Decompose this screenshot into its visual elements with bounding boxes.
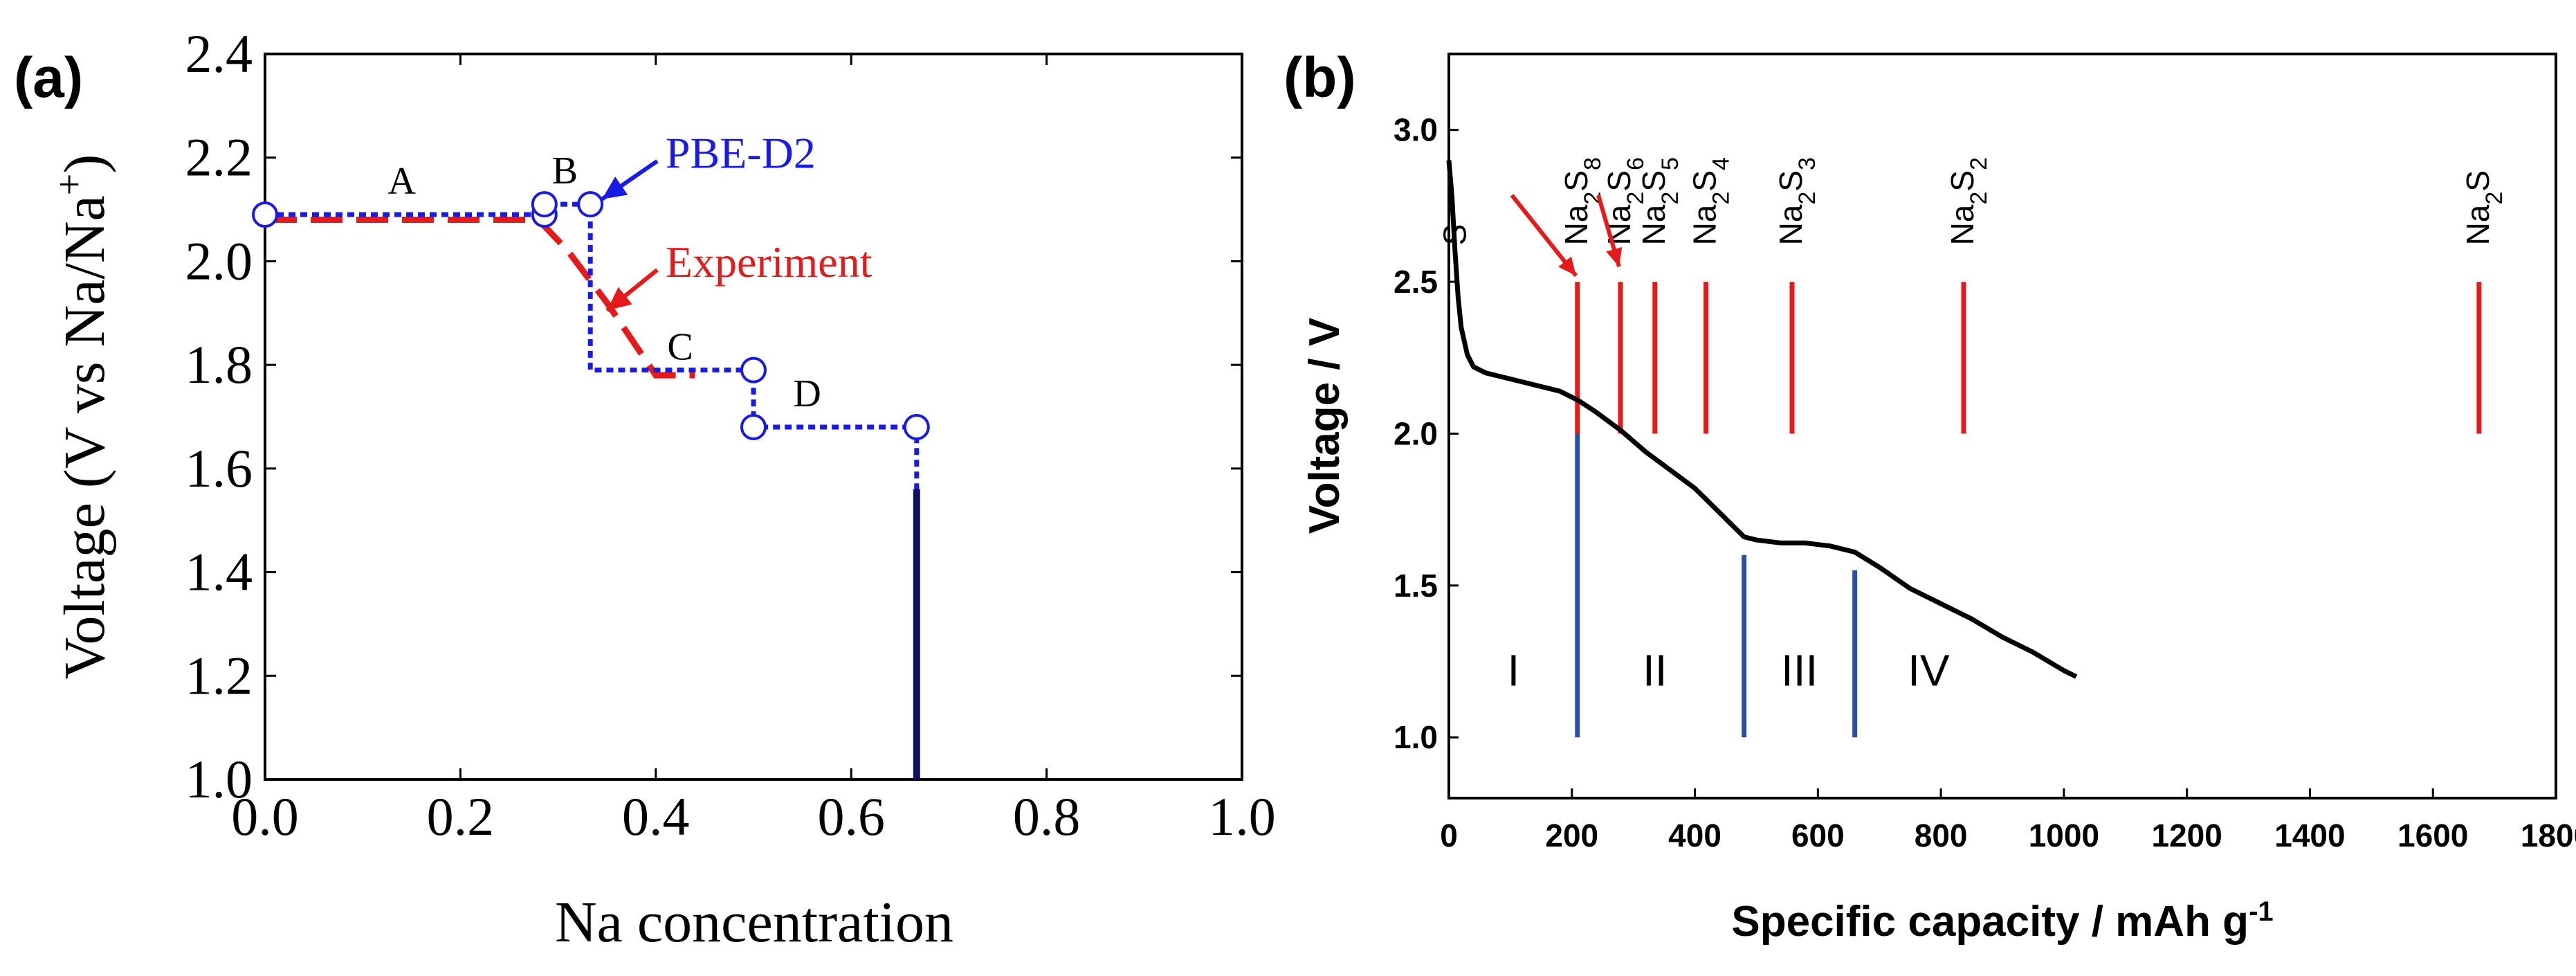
- b-ytick-label: 3.0: [1394, 112, 1438, 148]
- pbe-d2-legend-label: PBE-D2: [666, 129, 816, 178]
- region-label-iii: III: [1781, 646, 1818, 696]
- b-xtick-label: 400: [1668, 817, 1721, 853]
- b-xtick-label: 1800: [2521, 817, 2576, 853]
- species-arrow-head: [1606, 246, 1623, 267]
- a-xtick-label: 1.0: [1208, 786, 1276, 847]
- panel-a-plot-frame: [264, 53, 1243, 781]
- pbe-d2-marker: [252, 201, 278, 228]
- panel-a-x-axis-title: Na concentration: [555, 890, 953, 955]
- experiment-series-line: [265, 217, 695, 379]
- pbe-d2-marker: [531, 191, 558, 218]
- panel-b-label: (b): [1284, 46, 1356, 109]
- panel-b-x-axis-title: Specific capacity / mAh g-1: [1731, 896, 2273, 946]
- species-label-na2s8: Na2S8: [1558, 157, 1606, 245]
- a-xtick-label: 0.0: [231, 786, 299, 847]
- pbe-d2-series-line: [265, 201, 920, 779]
- b-xtick-label: 600: [1791, 817, 1845, 853]
- species-label-na2s: Na2S: [2460, 170, 2508, 245]
- species-label-na2s3: Na2S3: [1773, 157, 1820, 245]
- a-xtick-label: 0.8: [1013, 786, 1081, 847]
- panel-b-region-boundaries: [1575, 433, 1858, 738]
- pbe-d2-marker: [740, 356, 767, 383]
- a-ytick-label: 1.4: [185, 542, 253, 602]
- species-label-na2s4: Na2S4: [1687, 157, 1735, 245]
- panel-a-x-ticks: 0.0 0.2 0.4 0.6 0.8 1.0: [231, 54, 1276, 847]
- panel-a-y-ticks: 1.0 1.2 1.4 1.6 1.8 2.0 2.2 2.4: [185, 24, 1242, 809]
- panel-a-label: (a): [14, 46, 83, 109]
- a-ytick-label: 1.6: [185, 438, 253, 498]
- a-xtick-label: 0.4: [622, 786, 690, 847]
- panel-b-plot-frame: [1447, 53, 2557, 799]
- b-ytick-label: 2.5: [1394, 264, 1438, 300]
- b-xtick-label: 200: [1545, 817, 1598, 853]
- species-arrow-head: [1558, 256, 1576, 276]
- annotation-arrow-head: [602, 177, 628, 199]
- b-ytick-label: 2.0: [1394, 415, 1438, 451]
- pbe-d2-marker: [740, 413, 767, 440]
- b-xtick-label: 0: [1440, 817, 1458, 853]
- panel-b-x-ticks: 0 200 400 600 800 1000 1200 1400 1600 1800: [1440, 788, 2576, 853]
- pbe-d2-marker: [577, 191, 604, 218]
- b-ytick-label: 1.0: [1394, 719, 1438, 755]
- b-xtick-label: 1400: [2274, 817, 2345, 853]
- a-region-label: A: [387, 160, 416, 203]
- b-ytick-label: 1.5: [1394, 568, 1438, 604]
- a-region-label: D: [793, 372, 821, 415]
- a-region-label: B: [552, 150, 578, 192]
- a-ytick-label: 2.0: [185, 231, 253, 291]
- b-xtick-label: 1200: [2151, 817, 2222, 853]
- a-ytick-label: 2.4: [185, 24, 253, 84]
- a-xtick-label: 0.2: [427, 786, 495, 847]
- a-ytick-label: 1.0: [185, 749, 253, 809]
- b-xtick-label: 1600: [2397, 817, 2468, 853]
- panel-a-series: [252, 191, 930, 779]
- region-label-iv: IV: [1908, 646, 1950, 696]
- panel-b-series: [1446, 160, 2078, 679]
- discharge-curve-line: [1446, 160, 2078, 679]
- region-label-ii: II: [1643, 646, 1668, 696]
- b-xtick-label: 800: [1915, 817, 1968, 853]
- a-ytick-label: 1.2: [185, 645, 253, 705]
- b-xtick-label: 1000: [2029, 817, 2099, 853]
- panel-b-region-labels: I II III IV: [1507, 646, 1949, 696]
- a-region-label: C: [667, 326, 693, 369]
- a-xtick-label: 0.6: [817, 786, 885, 847]
- panel-a-y-axis-title: Voltage (V vs Na/Na+): [48, 154, 117, 680]
- panel-b-y-ticks: 1.0 1.5 2.0 2.5 3.0: [1394, 112, 1459, 755]
- panel-a-region-labels: A B C D: [387, 150, 821, 415]
- panel-a-annotations: PBE-D2 Experiment: [601, 129, 873, 312]
- pbe-d2-marker: [903, 413, 930, 440]
- experiment-legend-label: Experiment: [666, 237, 873, 287]
- a-ytick-label: 2.2: [185, 127, 253, 188]
- annotation-arrow-head: [607, 287, 632, 311]
- a-ytick-label: 1.8: [185, 334, 253, 395]
- region-label-i: I: [1507, 646, 1519, 696]
- panel-a-chart: (a) 1.01.21.41.61.82.02.22.4 0.0 0.2 0.4 0.…: [14, 24, 1276, 955]
- species-label-na2s5: Na2S5: [1636, 157, 1683, 245]
- species-label-na2s2: Na2S2: [1944, 157, 1992, 245]
- panel-b-chart: (b) 1.0 1.5 2.0 2.5 3.0 0 200 400 600 800 1000 120…: [1284, 46, 2576, 946]
- panel-b-y-axis-title: Voltage / V: [1301, 318, 1349, 534]
